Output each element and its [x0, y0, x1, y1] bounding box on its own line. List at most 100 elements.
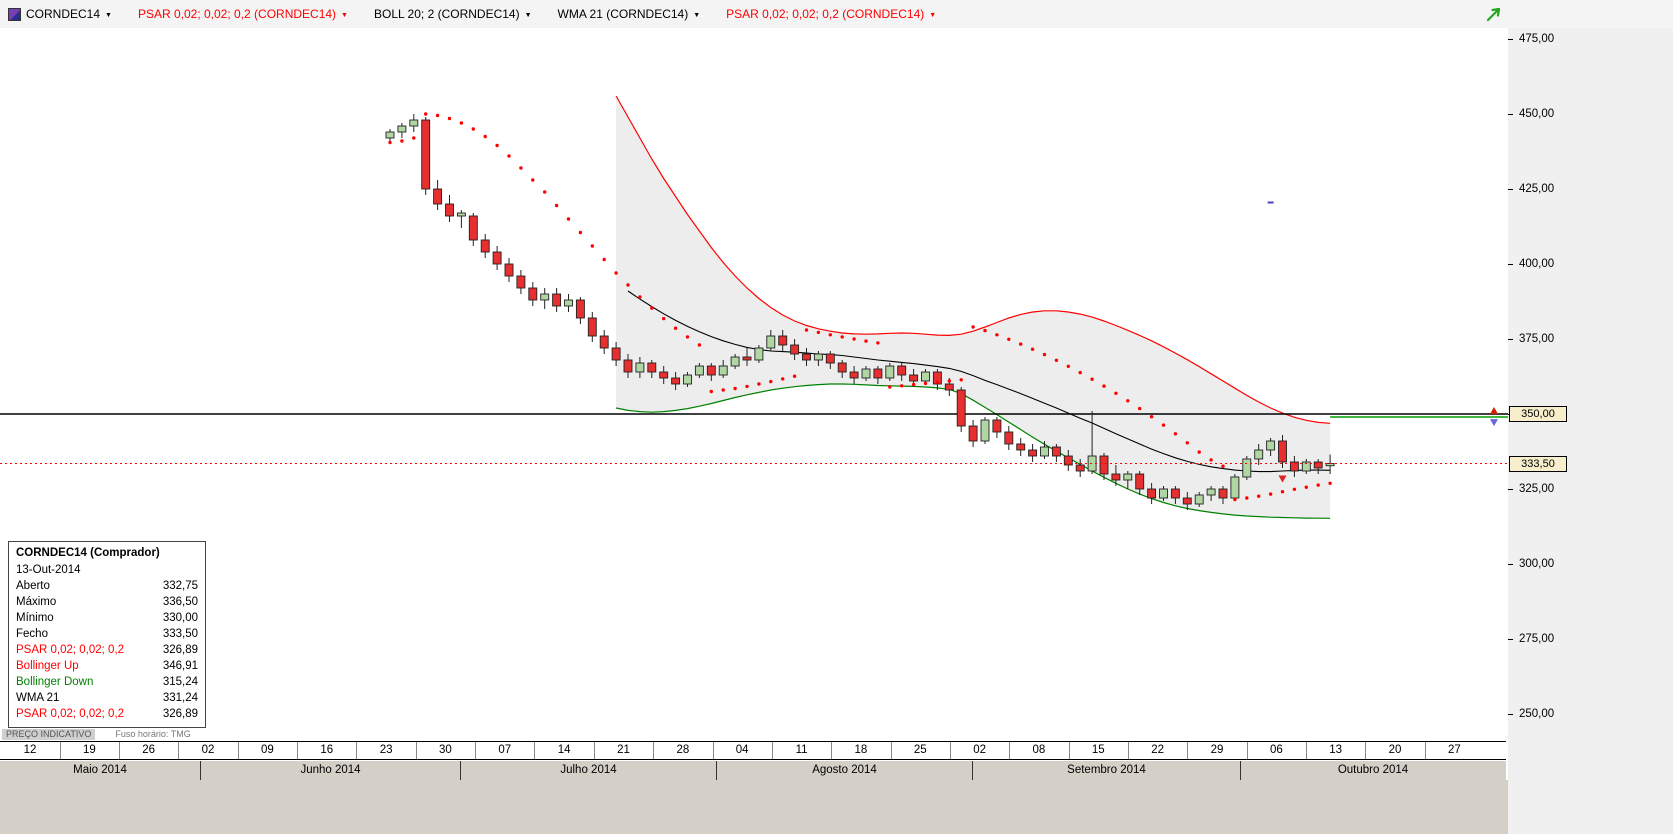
tooltip-row: PSAR 0,02; 0,02; 0,2 326,89: [16, 706, 198, 722]
tooltip-row-value: 333,50: [162, 628, 198, 640]
psar-dot: [614, 271, 618, 275]
candle: [397, 123, 407, 138]
candle: [1123, 471, 1133, 489]
toolbar-item-indicator-1[interactable]: PSAR 0,02; 0,02; 0,2 (CORNDEC14) ▼: [138, 7, 348, 21]
candle: [671, 372, 681, 390]
toolbar-item-indicator-2[interactable]: BOLL 20; 2 (CORNDEC14) ▼: [374, 7, 532, 21]
price-tick-label: 375,00: [1519, 333, 1555, 345]
psar-dot: [697, 343, 702, 347]
candle: [694, 363, 704, 378]
candle: [718, 360, 728, 378]
week-separator: [890, 742, 892, 759]
month-label: Maio 2014: [73, 764, 127, 776]
toolbar-item-label: WMA 21 (CORNDEC14): [557, 7, 689, 21]
psar-dot: [923, 381, 928, 386]
tooltip-date: 13-Out-2014: [16, 564, 81, 576]
candle: [1313, 459, 1323, 474]
chevron-down-icon: ▼: [693, 11, 701, 19]
candle: [778, 330, 788, 351]
candle: [575, 297, 585, 324]
candle: [897, 363, 907, 381]
psar-dot: [709, 389, 713, 394]
candle: [992, 417, 1002, 438]
status-timezone: Fuso horário: TMG: [115, 729, 191, 739]
week-label: 08: [1032, 744, 1046, 756]
psar-dot: [459, 121, 464, 125]
tooltip-row: Bollinger Up 346,91: [16, 658, 198, 674]
candle: [754, 345, 764, 363]
tooltip-row: Máximo 336,50: [16, 594, 198, 610]
candle: [1206, 486, 1216, 501]
toolbar-item-instrument[interactable]: CORNDEC14 ▼: [8, 7, 112, 21]
bottom-filler: [0, 780, 1508, 834]
candle: [611, 342, 621, 366]
psar-dot: [507, 154, 511, 158]
psar-dot: [1019, 342, 1023, 346]
chart-area: [0, 28, 1508, 727]
psar-dot: [983, 328, 987, 333]
week-separator: [831, 742, 833, 759]
week-separator: [59, 742, 61, 759]
candle: [1194, 492, 1204, 507]
candle: [647, 360, 657, 378]
week-label: 21: [617, 744, 630, 756]
psar-dot: [1185, 441, 1190, 445]
price-axis-panel[interactable]: 475,00 450,00 425,00 400,00 375,00 350,00 325,…: [1508, 28, 1673, 834]
week-separator: [475, 742, 477, 759]
price-tick: [1508, 39, 1513, 40]
week-axis[interactable]: 12 19 26 02 09 16 23 30 07 14 21 28 04 11 18 25 02 08 15 22…: [0, 741, 1506, 760]
pointer-tool-button[interactable]: [1484, 4, 1504, 24]
psar-dot: [638, 295, 642, 299]
price-tick: [1508, 189, 1513, 190]
week-separator: [415, 742, 417, 759]
toolbar-item-indicator-3[interactable]: WMA 21 (CORNDEC14) ▼: [558, 7, 701, 21]
week-separator: [1365, 742, 1367, 759]
tooltip-row-value: 330,00: [162, 612, 198, 624]
psar-dot: [900, 384, 904, 388]
week-label: 30: [439, 744, 452, 756]
candle: [528, 282, 538, 306]
psar-dot: [888, 385, 892, 389]
marker-triangle-down: [1490, 419, 1498, 427]
chart-canvas[interactable]: [0, 28, 1508, 727]
marker-dash: [1267, 201, 1274, 204]
week-label: 20: [1388, 744, 1402, 756]
bollinger-area: [616, 96, 1331, 519]
month-axis: Maio 2014 Junho 2014 Julho 2014 Agosto 2014…: [0, 761, 1506, 780]
toolbar-item-indicator-4[interactable]: PSAR 0,02; 0,02; 0,2 (CORNDEC14) ▼: [726, 7, 936, 21]
candle: [730, 354, 740, 369]
price-tick-label: 450,00: [1519, 108, 1555, 120]
psar-dot: [388, 140, 392, 145]
psar-dot: [816, 330, 821, 335]
candle: [1230, 474, 1240, 501]
psar-dot: [471, 127, 475, 131]
month-label: Outubro 2014: [1240, 761, 1505, 780]
pointer-arrow-icon: [1486, 7, 1501, 22]
week-label: 27: [1447, 744, 1461, 756]
week-label: 28: [676, 744, 690, 756]
psar-dot: [1078, 370, 1082, 375]
week-separator: [534, 742, 536, 759]
psar-dot: [769, 379, 773, 384]
psar-dot: [566, 217, 571, 221]
month-label: Setembro 2014: [972, 761, 1240, 780]
psar-dot: [602, 257, 606, 262]
candle: [861, 366, 871, 381]
toolbar-item-label: PSAR 0,02; 0,02; 0,2 (CORNDEC14): [726, 7, 925, 21]
psar-dot: [935, 380, 940, 384]
instrument-icon: [8, 7, 21, 21]
psar-dot: [685, 335, 690, 339]
psar-dot: [1209, 458, 1213, 462]
candle: [980, 417, 990, 444]
candle: [504, 258, 514, 282]
week-separator: [712, 742, 714, 759]
candle: [1278, 435, 1287, 468]
candle: [837, 360, 847, 378]
week-label: 15: [1091, 744, 1105, 756]
candles-layer: [385, 114, 1335, 510]
price-tick-label: 275,00: [1519, 633, 1555, 645]
tooltip-row-label: PSAR 0,02; 0,02; 0,2: [16, 644, 125, 656]
candle: [1147, 483, 1157, 504]
week-label: 29: [1210, 744, 1224, 756]
week-label: 14: [557, 744, 571, 756]
